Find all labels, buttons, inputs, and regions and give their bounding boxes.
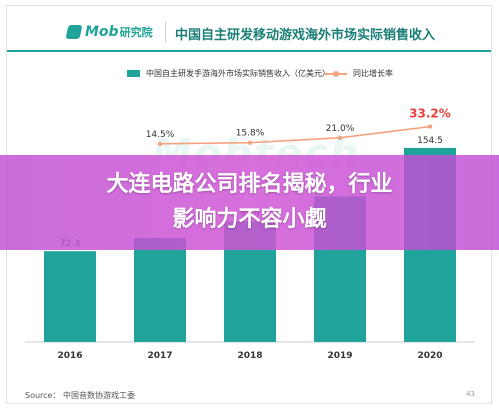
growth-point-2018 [247,140,253,145]
x-tick-label-2017: 2017 [147,351,172,361]
page-number: 43 [466,390,475,398]
logo-text: Mob [85,24,119,40]
overlay-headline-line2: 影响力不容小觑 [172,207,327,232]
x-tick-label-2020: 2020 [417,351,442,361]
chart-legend: 中国自主研发手游海外市场实际销售收入（亿美元） 同比增长率 [7,68,493,82]
legend-item-bar: 中国自主研发手游海外市场实际销售收入（亿美元） [127,68,330,79]
header-divider [165,22,166,42]
bar-value-label-2020: 154.5 [417,136,443,146]
source-note: Source： 中国音数协游戏工委 [25,391,136,400]
x-tick-label-2016: 2016 [57,351,82,361]
x-tick-label-2019: 2019 [327,351,352,361]
growth-label-2017: 14.5% [146,130,175,140]
legend-line-label: 同比增长率 [353,69,393,78]
logo-subtext: 研究院 [119,26,153,39]
growth-label-2020: 33.2% [409,107,451,121]
legend-bar-label: 中国自主研发手游海外市场实际销售收入（亿美元） [146,69,330,78]
legend-line-swatch [325,70,347,77]
growth-rate-line [159,125,431,145]
mob-logo: Mob 研究院 [65,21,153,43]
title-overlay-band [0,155,499,250]
bar-2016 [44,251,96,342]
x-tick-label-2018: 2018 [237,351,262,361]
chart-title: 中国自主研发移动游戏海外市场实际销售收入 [175,28,436,43]
growth-point-2020 [427,124,433,129]
bar-2017 [134,237,186,342]
growth-point-2019 [337,135,343,141]
growth-label-2019: 21.0% [326,124,355,134]
growth-point-2017 [157,141,163,147]
slide-header: Mob 研究院 中国自主研发移动游戏海外市场实际销售收入 [7,6,491,52]
legend-item-line: 同比增长率 [325,68,393,79]
legend-bar-swatch [127,70,140,77]
growth-label-2018: 15.8% [236,129,265,139]
overlay-headline-line1: 大连电路公司排名揭秘，行业 [106,172,393,197]
overlay-headline: 大连电路公司排名揭秘，行业 影响力不容小觑 [0,167,499,237]
